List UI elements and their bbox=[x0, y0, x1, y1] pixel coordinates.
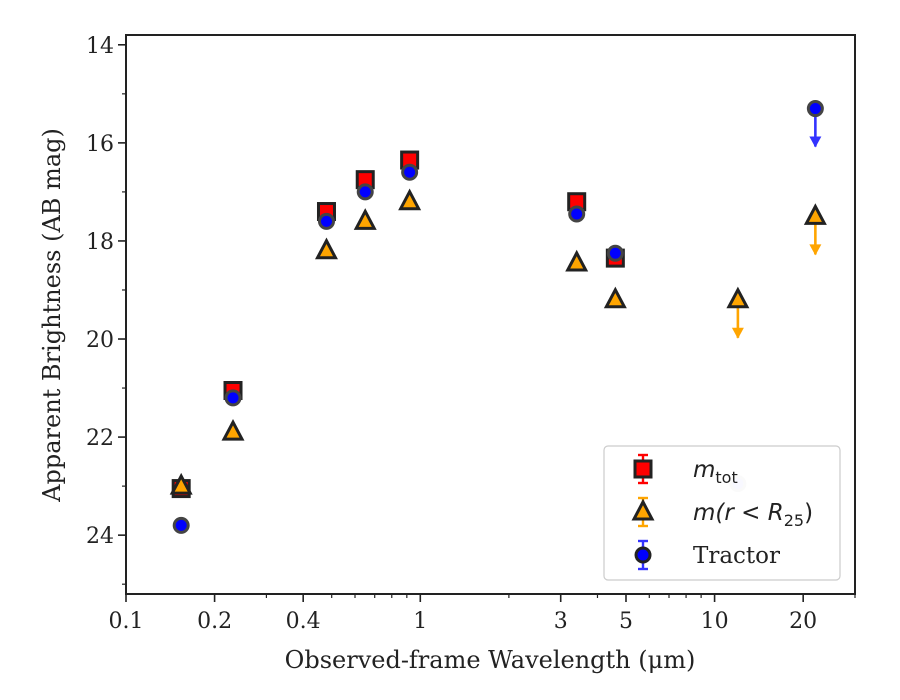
x-tick-label: 10 bbox=[701, 609, 729, 634]
y-tick-label: 16 bbox=[86, 132, 114, 157]
x-tick-label: 3 bbox=[554, 609, 568, 634]
upper-limit-arrow-head bbox=[809, 136, 822, 148]
y-tick-label: 24 bbox=[86, 524, 114, 549]
mr25-marker bbox=[565, 249, 589, 272]
y-axis-title: Apparent Brightness (AB mag) bbox=[38, 128, 66, 503]
x-tick-label: 5 bbox=[619, 609, 633, 634]
mr25-marker bbox=[726, 286, 750, 309]
legend-marker bbox=[634, 546, 652, 564]
tractor-marker bbox=[317, 212, 335, 230]
tractor-marker bbox=[806, 100, 824, 118]
legend-marker bbox=[633, 459, 653, 479]
y-tick-label: 22 bbox=[86, 426, 114, 451]
legend-marker bbox=[631, 498, 655, 521]
x-tick-label: 20 bbox=[789, 609, 817, 634]
mr25-marker bbox=[603, 286, 627, 309]
legend-label: m(r < R25) bbox=[693, 500, 813, 530]
plot-frame bbox=[125, 34, 856, 595]
legend-box bbox=[603, 445, 841, 581]
legend-label-base: m bbox=[693, 457, 715, 483]
legend-label: Tractor bbox=[693, 543, 780, 569]
tractor-marker bbox=[356, 183, 374, 201]
x-tick-label: 0.1 bbox=[109, 609, 144, 634]
legend-label-suffix: ) bbox=[804, 500, 813, 526]
tractor-marker bbox=[172, 516, 190, 534]
legend-label-base: m(r < R bbox=[693, 500, 784, 526]
legend-label-subscript: tot bbox=[715, 468, 737, 487]
x-tick-label: 0.2 bbox=[197, 609, 232, 634]
x-tick-label: 1 bbox=[413, 609, 427, 634]
ticks-layer: 14 16 18 20 22 24 0.1 0.2 0.4 1 3 5 10 20 bbox=[86, 34, 856, 634]
y-tick-label: 18 bbox=[86, 230, 114, 255]
mr25-marker bbox=[803, 203, 827, 225]
tractor-marker bbox=[224, 389, 242, 407]
mr25-marker bbox=[353, 208, 377, 230]
x-tick-label: 0.4 bbox=[286, 609, 321, 634]
legend: mtot m(r < R25) Tractor bbox=[603, 445, 841, 581]
mr25-marker bbox=[169, 472, 193, 495]
mr25-marker bbox=[398, 188, 422, 211]
upper-limit-arrow-head bbox=[731, 327, 744, 339]
y-tick-label: 14 bbox=[86, 34, 114, 59]
mr25-marker bbox=[221, 418, 245, 441]
legend-label-subscript: 25 bbox=[784, 511, 804, 530]
tractor-marker bbox=[568, 205, 586, 223]
tractor-marker bbox=[401, 163, 419, 181]
mr25-marker bbox=[314, 237, 338, 260]
y-tick-label: 20 bbox=[86, 328, 114, 353]
upper-limit-arrow-head bbox=[809, 244, 822, 256]
legend-label: mtot bbox=[693, 457, 738, 487]
x-axis-title: Observed-frame Wavelength (μm) bbox=[285, 646, 696, 674]
legend-label-base: Tractor bbox=[693, 543, 780, 569]
tractor-marker bbox=[606, 244, 624, 262]
